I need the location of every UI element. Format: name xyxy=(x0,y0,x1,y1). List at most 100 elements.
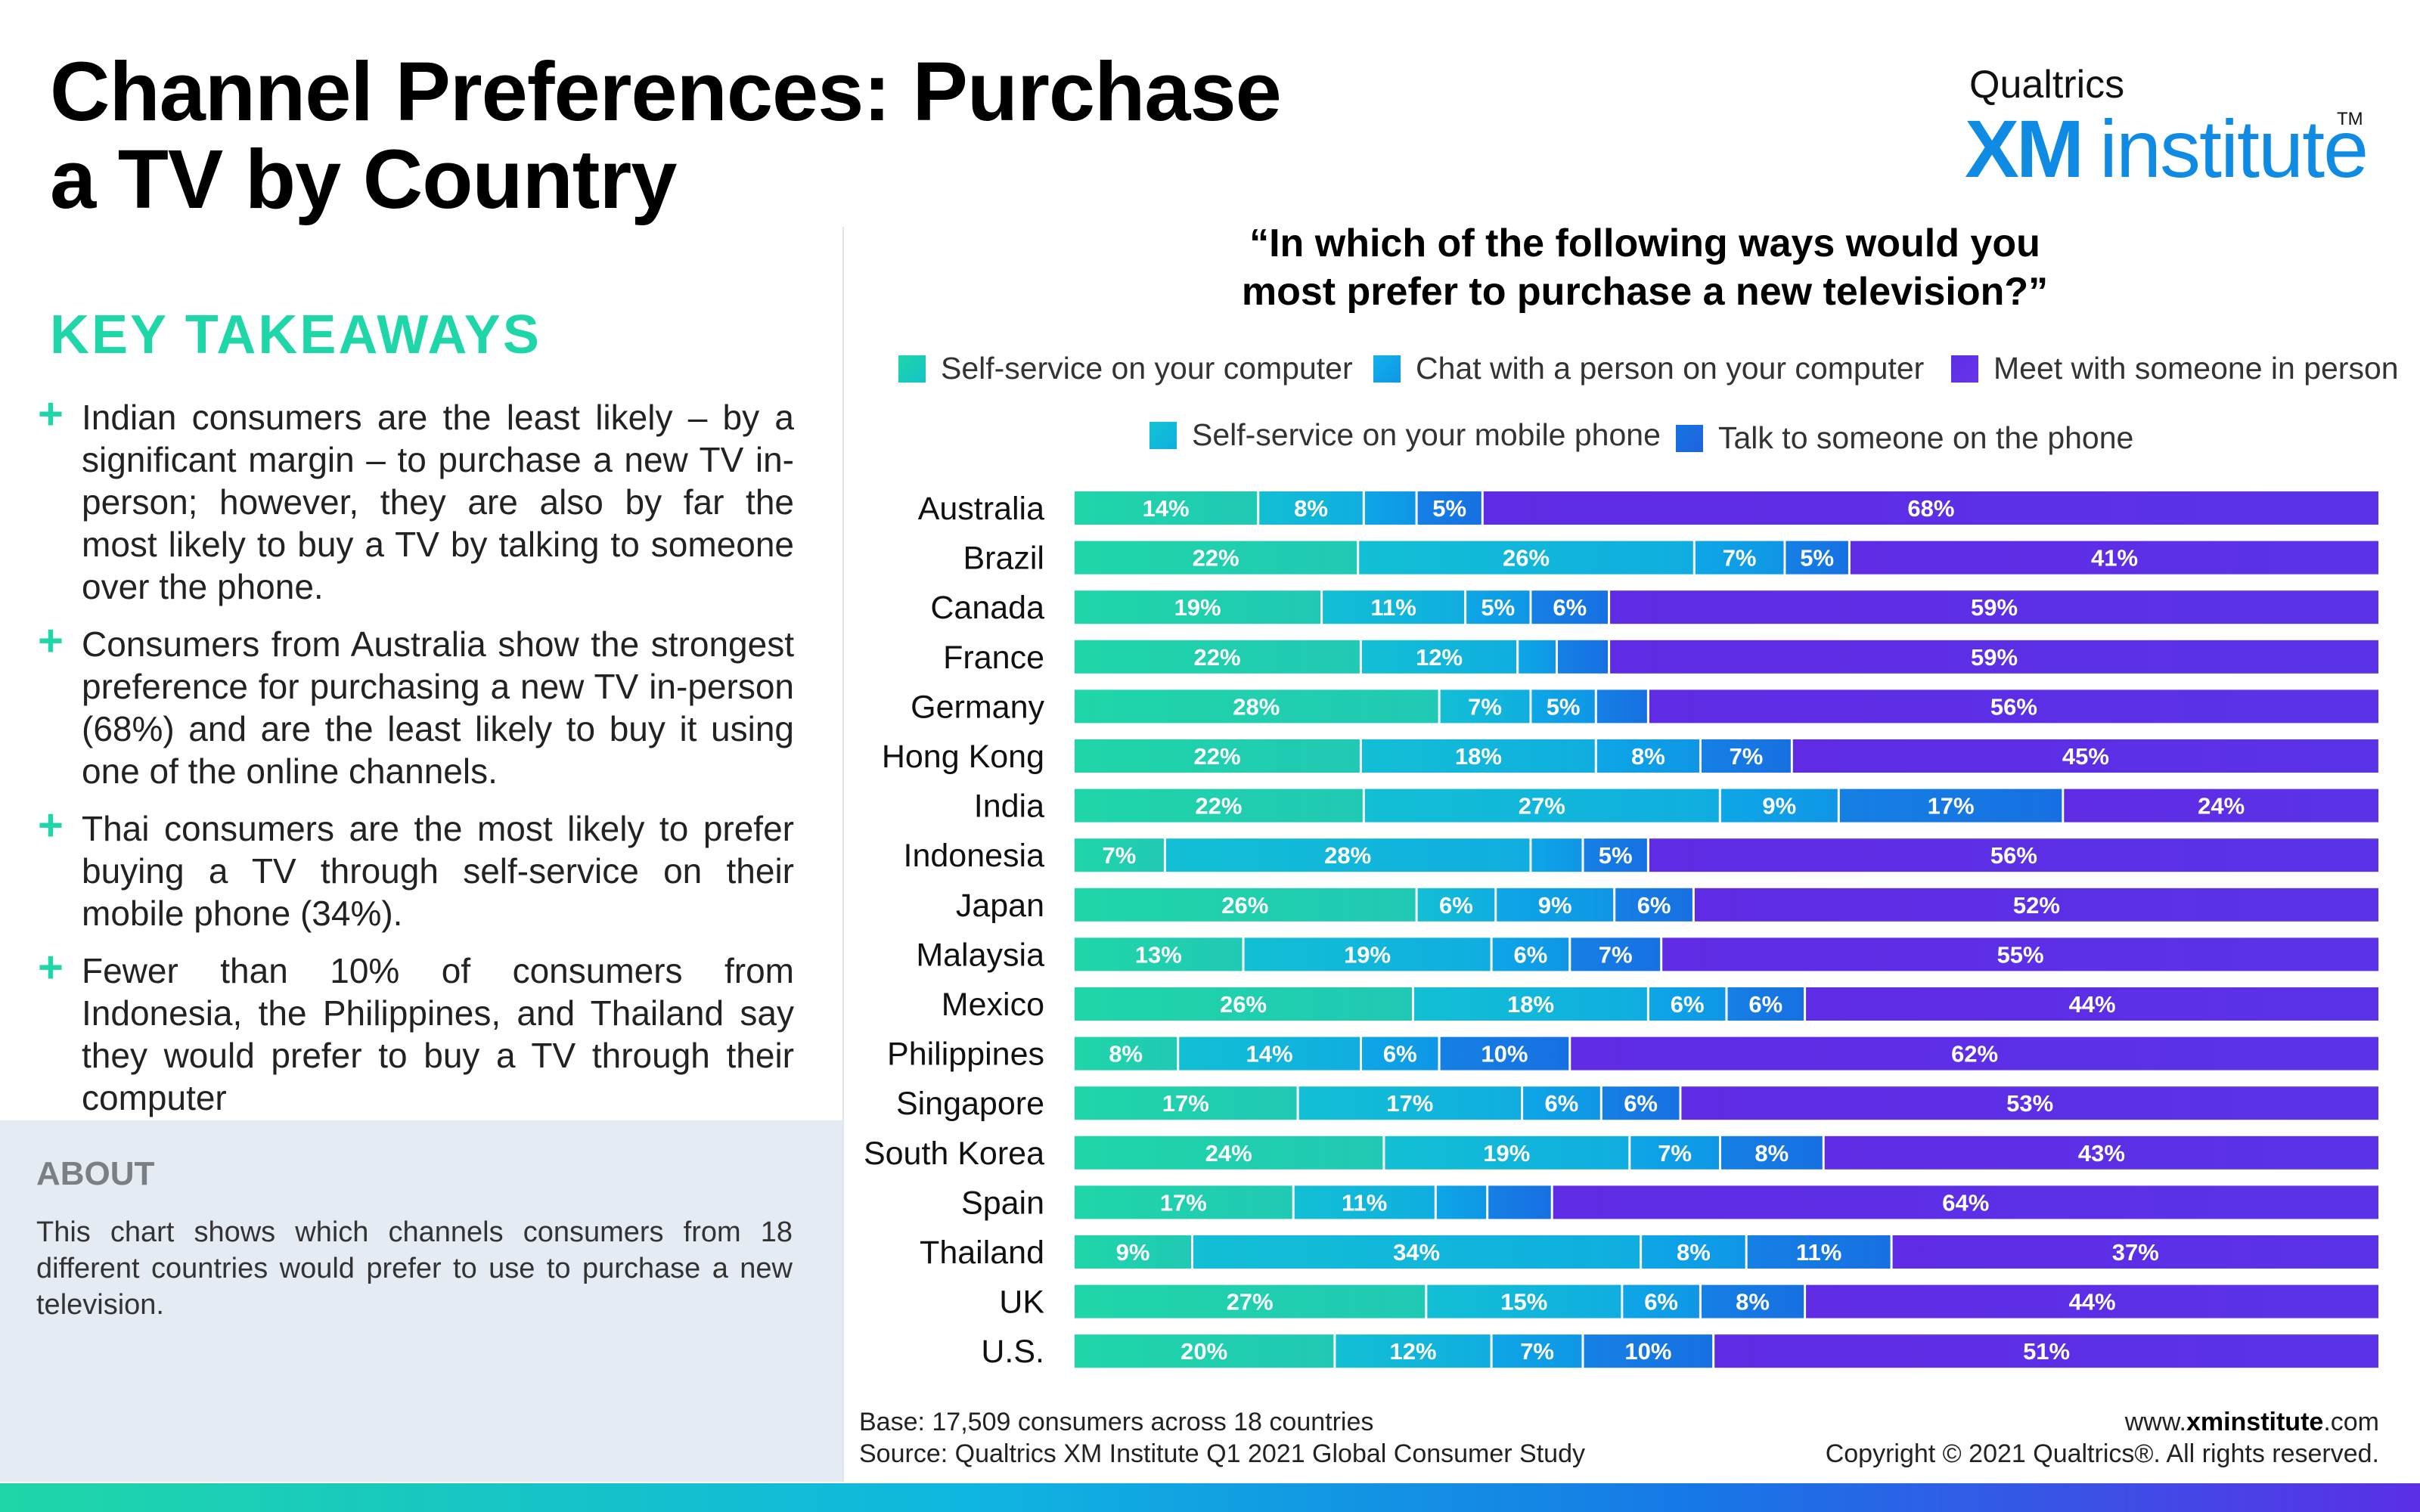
bar-segment xyxy=(1323,590,1465,624)
bar-segment xyxy=(1179,1036,1360,1070)
takeaway-item: + Indian consumers are the least likely … xyxy=(38,392,794,608)
bar-segment xyxy=(1361,640,1517,674)
data-label: 22% xyxy=(1193,545,1239,572)
data-label: 18% xyxy=(1507,991,1554,1018)
legend-item-self-service-mobile: Self-service on your mobile phone xyxy=(1150,417,1661,453)
data-label: 28% xyxy=(1324,842,1371,869)
bar-segment xyxy=(1519,640,1556,674)
plus-icon: + xyxy=(38,943,64,992)
data-label: 43% xyxy=(2078,1140,2125,1167)
data-label: 53% xyxy=(2006,1090,2053,1117)
takeaway-text: Thai consumers are the most likely to pr… xyxy=(82,809,794,933)
bar-segment xyxy=(1584,1334,1713,1368)
data-label: 59% xyxy=(1971,594,2018,621)
legend-item-chat-computer: Chat with a person on your computer xyxy=(1373,351,1924,386)
data-label: 5% xyxy=(1432,495,1466,522)
data-label: 59% xyxy=(1971,644,2018,671)
takeaway-item: + Fewer than 10% of consumers from Indon… xyxy=(38,943,794,1119)
data-label: 7% xyxy=(1599,941,1633,968)
bar-segment xyxy=(1075,838,1164,872)
bar-segment xyxy=(1359,541,1693,575)
bar-segment xyxy=(1361,1036,1438,1070)
data-label: 44% xyxy=(2069,991,2116,1018)
data-label: 17% xyxy=(1386,1090,1433,1117)
data-label: 28% xyxy=(1233,693,1280,720)
legend-item-self-service-computer: Self-service on your computer xyxy=(898,351,1353,386)
bar-segment xyxy=(1364,491,1416,525)
country-label: Malaysia xyxy=(916,937,1044,973)
takeaway-item: + Thai consumers are the most likely to … xyxy=(38,801,794,934)
bar-segment xyxy=(1466,590,1530,624)
legend-swatch xyxy=(898,355,926,383)
footer-notes: Base: 17,509 consumers across 18 countri… xyxy=(859,1406,1585,1470)
data-label: 11% xyxy=(1342,1189,1387,1216)
logo-institute-text: institute xyxy=(2099,103,2369,194)
bar-segment xyxy=(1531,689,1595,723)
bar-segment xyxy=(1558,640,1609,674)
bar-segment xyxy=(1259,491,1363,525)
bar-segment xyxy=(1492,1334,1582,1368)
data-label: 8% xyxy=(1109,1041,1143,1067)
bar-segment xyxy=(1649,689,2378,723)
plus-icon: + xyxy=(38,801,64,850)
bar-segment xyxy=(1786,541,1848,575)
bottom-gradient-bar xyxy=(0,1483,2420,1512)
bar-segment xyxy=(1596,689,1647,723)
data-label: 8% xyxy=(1631,743,1665,770)
data-label: 9% xyxy=(1538,892,1572,919)
data-label: 26% xyxy=(1503,545,1550,572)
data-label: 6% xyxy=(1624,1090,1658,1117)
bar-segment xyxy=(1531,838,1582,872)
bar-segment xyxy=(1075,937,1243,971)
legend-swatch xyxy=(1373,355,1401,383)
bar-segment xyxy=(1075,789,1363,823)
bar-segment xyxy=(1165,838,1530,872)
key-takeaways-heading: KEY TAKEAWAYS xyxy=(50,305,541,365)
data-label: 19% xyxy=(1344,941,1391,968)
bar-segment xyxy=(1075,640,1360,674)
bar-segment xyxy=(1721,1136,1823,1170)
bar-segment xyxy=(1075,888,1416,922)
data-label: 6% xyxy=(1383,1041,1417,1067)
data-label: 24% xyxy=(2198,793,2245,820)
bar-segment xyxy=(1385,1136,1629,1170)
country-label: Spain xyxy=(961,1185,1044,1221)
country-label: Australia xyxy=(918,491,1044,527)
data-label: 52% xyxy=(2013,892,2060,919)
country-label: India xyxy=(974,789,1044,825)
data-label: 34% xyxy=(1393,1239,1440,1266)
data-label: 8% xyxy=(1294,495,1328,522)
bar-segment xyxy=(1649,987,1726,1021)
bar-segment xyxy=(1720,789,1838,823)
bar-segment xyxy=(1747,1235,1891,1269)
bar-segment xyxy=(1364,789,1719,823)
data-label: 18% xyxy=(1455,743,1502,770)
about-panel: ABOUT This chart shows which channels co… xyxy=(0,1120,842,1482)
data-label: 56% xyxy=(1990,842,2037,869)
bar-segment xyxy=(1602,1086,1680,1120)
data-label: 22% xyxy=(1193,743,1240,770)
data-label: 6% xyxy=(1748,991,1782,1018)
bar-segment xyxy=(1610,640,2378,674)
legend-label: Talk to someone on the phone xyxy=(1718,420,2134,455)
bar-segment xyxy=(1483,491,2378,525)
data-label: 12% xyxy=(1416,644,1463,671)
country-label: Brazil xyxy=(963,541,1044,577)
bar-segment xyxy=(1361,739,1595,773)
bar-segment xyxy=(1649,838,2378,872)
country-label: South Korea xyxy=(864,1136,1044,1172)
legend-swatch xyxy=(1951,355,1978,383)
logo-qualtrics-text: Qualtrics xyxy=(1969,63,2125,107)
bar-segment xyxy=(1075,1086,1297,1120)
bar-segment xyxy=(1531,590,1608,624)
footer-url[interactable]: www.xminstitute.com xyxy=(1826,1406,2379,1438)
bar-segment xyxy=(1497,888,1614,922)
logo-xm-text: XM xyxy=(1965,103,2084,194)
bar-segment xyxy=(1702,1284,1804,1318)
bar-segment xyxy=(1075,1334,1334,1368)
stacked-bar-chart: Australia 14% 8% 5% 68% Brazil 22% 26% 7% 5% 41% Ca… xyxy=(864,491,2379,1370)
data-label: 20% xyxy=(1181,1338,1227,1365)
bar-segment xyxy=(1244,937,1491,971)
bar-segment xyxy=(1571,1036,2378,1070)
data-label: 8% xyxy=(1754,1140,1789,1167)
